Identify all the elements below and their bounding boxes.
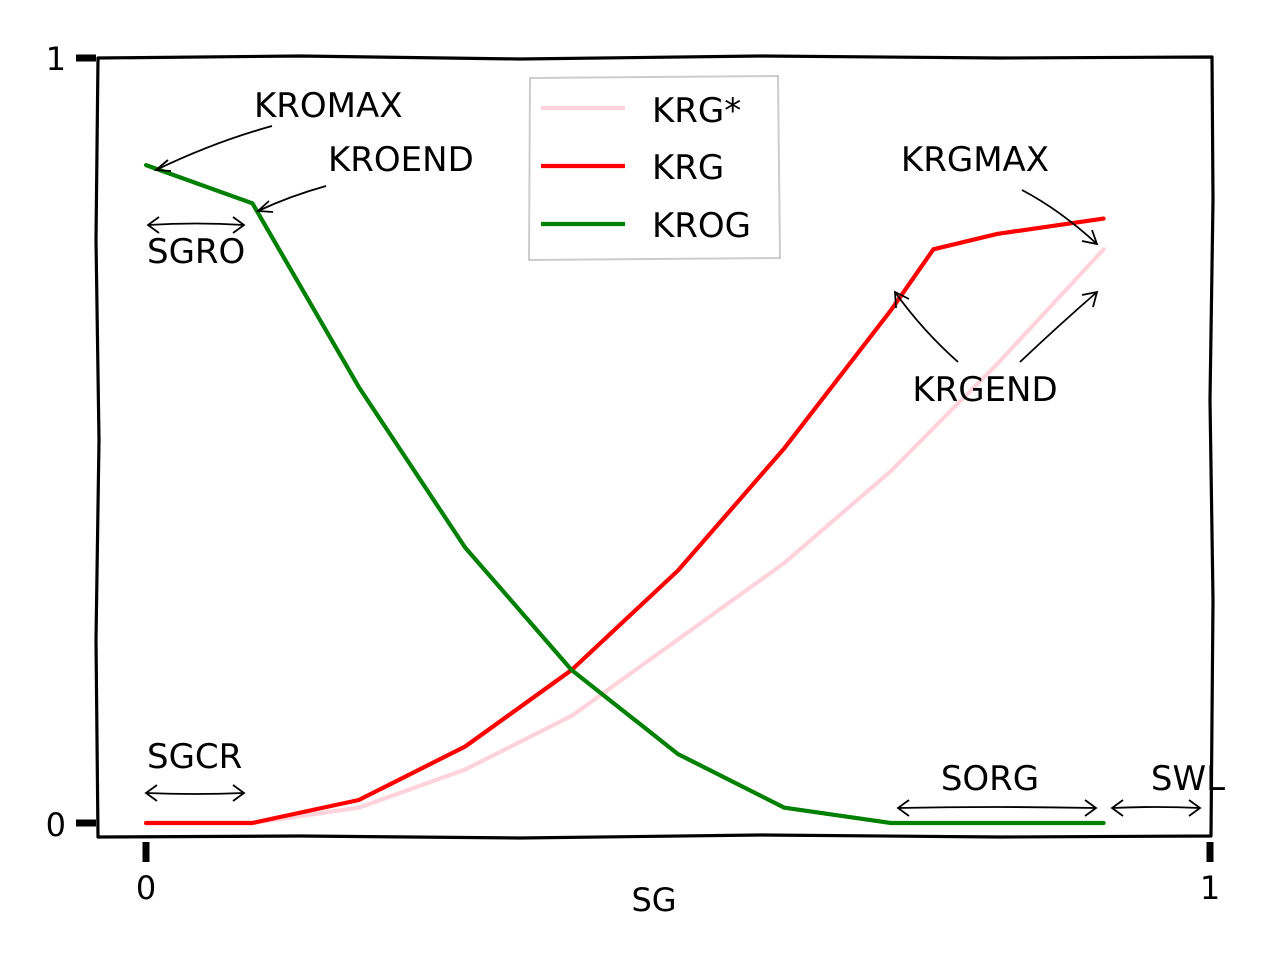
kroend-label: KROEND bbox=[328, 140, 474, 180]
sgcr-label: SGCR bbox=[147, 737, 242, 777]
kromax-label: KROMAX bbox=[254, 86, 403, 126]
sgcr-arrow bbox=[145, 792, 245, 795]
krgend-arrow-right bbox=[1019, 291, 1098, 363]
krgend-arrow-left-head bbox=[894, 290, 910, 309]
sgcr-arrow-head-left bbox=[144, 784, 158, 802]
krgend-label: KRGEND bbox=[912, 370, 1057, 410]
legend-label-krg-star: KRG* bbox=[652, 91, 741, 131]
plot-frame bbox=[94, 54, 1215, 840]
annotation-kromax: KROMAX bbox=[153, 86, 403, 172]
x-tick-label-1: 1 bbox=[1200, 869, 1220, 907]
series-line-krg bbox=[143, 216, 1106, 826]
krgend-arrow-right-head bbox=[1081, 290, 1099, 308]
y-tick-label-0: 0 bbox=[46, 806, 66, 844]
swl-label: SWL bbox=[1151, 759, 1225, 799]
krgend-arrow-left bbox=[894, 291, 959, 363]
sorg-arrow-head-left bbox=[896, 799, 910, 817]
krgmax-label: KRGMAX bbox=[901, 140, 1049, 180]
krgmax-arrow-head bbox=[1081, 229, 1099, 246]
sorg-label: SORG bbox=[941, 759, 1039, 799]
kroend-arrow-head bbox=[255, 200, 274, 213]
sorg-arrow-head-right bbox=[1084, 799, 1098, 817]
sgro-arrow bbox=[147, 222, 245, 226]
sgro-label: SGRO bbox=[147, 232, 245, 272]
kromax-arrow-head bbox=[153, 159, 172, 172]
annotation-sgro: SGRO bbox=[146, 216, 246, 272]
x-axis-label: SG bbox=[631, 881, 676, 919]
swl-arrow-head-left bbox=[1110, 799, 1124, 817]
sgro-arrow-head-right bbox=[232, 216, 246, 234]
sorg-arrow bbox=[897, 806, 1097, 809]
annotation-sorg: SORG bbox=[896, 759, 1098, 817]
annotation-kroend: KROEND bbox=[255, 140, 474, 213]
x-tick-label-0: 0 bbox=[136, 869, 156, 907]
sgro-arrow-head-left bbox=[146, 216, 160, 234]
annotation-krgend: KRGEND bbox=[894, 290, 1099, 410]
series-line-krg-star bbox=[143, 247, 1106, 826]
y-tick-label-1: 1 bbox=[46, 40, 66, 78]
legend-label-krg: KRG bbox=[652, 148, 724, 188]
annotation-swl: SWL bbox=[1110, 759, 1225, 817]
legend-label-krog: KROG bbox=[652, 206, 751, 246]
kromax-arrow bbox=[155, 125, 273, 171]
series-line-krog bbox=[143, 163, 1106, 826]
kroend-arrow bbox=[257, 185, 327, 212]
swl-arrow-head-right bbox=[1188, 799, 1202, 817]
annotation-krgmax: KRGMAX bbox=[901, 140, 1099, 246]
annotation-sgcr: SGCR bbox=[144, 737, 246, 802]
sgcr-arrow-head-right bbox=[232, 784, 246, 802]
krgmax-arrow bbox=[1021, 189, 1098, 245]
legend-box bbox=[527, 74, 782, 262]
legend: KRG* KRG KROG bbox=[527, 74, 782, 262]
swl-arrow bbox=[1111, 806, 1201, 809]
curves-layer bbox=[143, 163, 1106, 826]
